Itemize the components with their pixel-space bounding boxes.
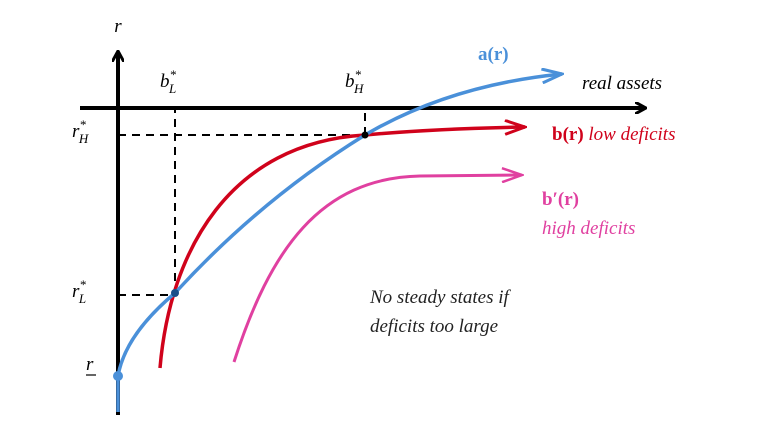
x-axis-label: real assets — [582, 73, 662, 94]
b-high-label: b* H — [345, 67, 364, 96]
r-high-label: r* H — [72, 117, 89, 146]
curve-b-prime-note: high deficits — [542, 218, 635, 239]
curve-b-label: b(r) low deficits — [552, 124, 675, 145]
y-axis-label: r — [114, 16, 122, 37]
b-low-label: b* L — [160, 67, 177, 96]
equilibrium-low — [171, 289, 179, 297]
curve-a — [116, 74, 562, 412]
curve-b-prime-label: b′(r) — [542, 189, 579, 210]
annotation-line: No steady states if — [369, 287, 512, 308]
equilibrium-high — [361, 131, 369, 139]
curve-a-label: a(r) — [478, 44, 509, 65]
r-min-label: r — [86, 354, 94, 375]
guides — [118, 108, 366, 296]
curve-b — [158, 127, 525, 369]
annotation-line: deficits too large — [370, 316, 498, 337]
curve-b-prime — [232, 175, 522, 363]
lower-bound-point — [113, 371, 123, 381]
r-low-label: r* L — [72, 277, 86, 306]
